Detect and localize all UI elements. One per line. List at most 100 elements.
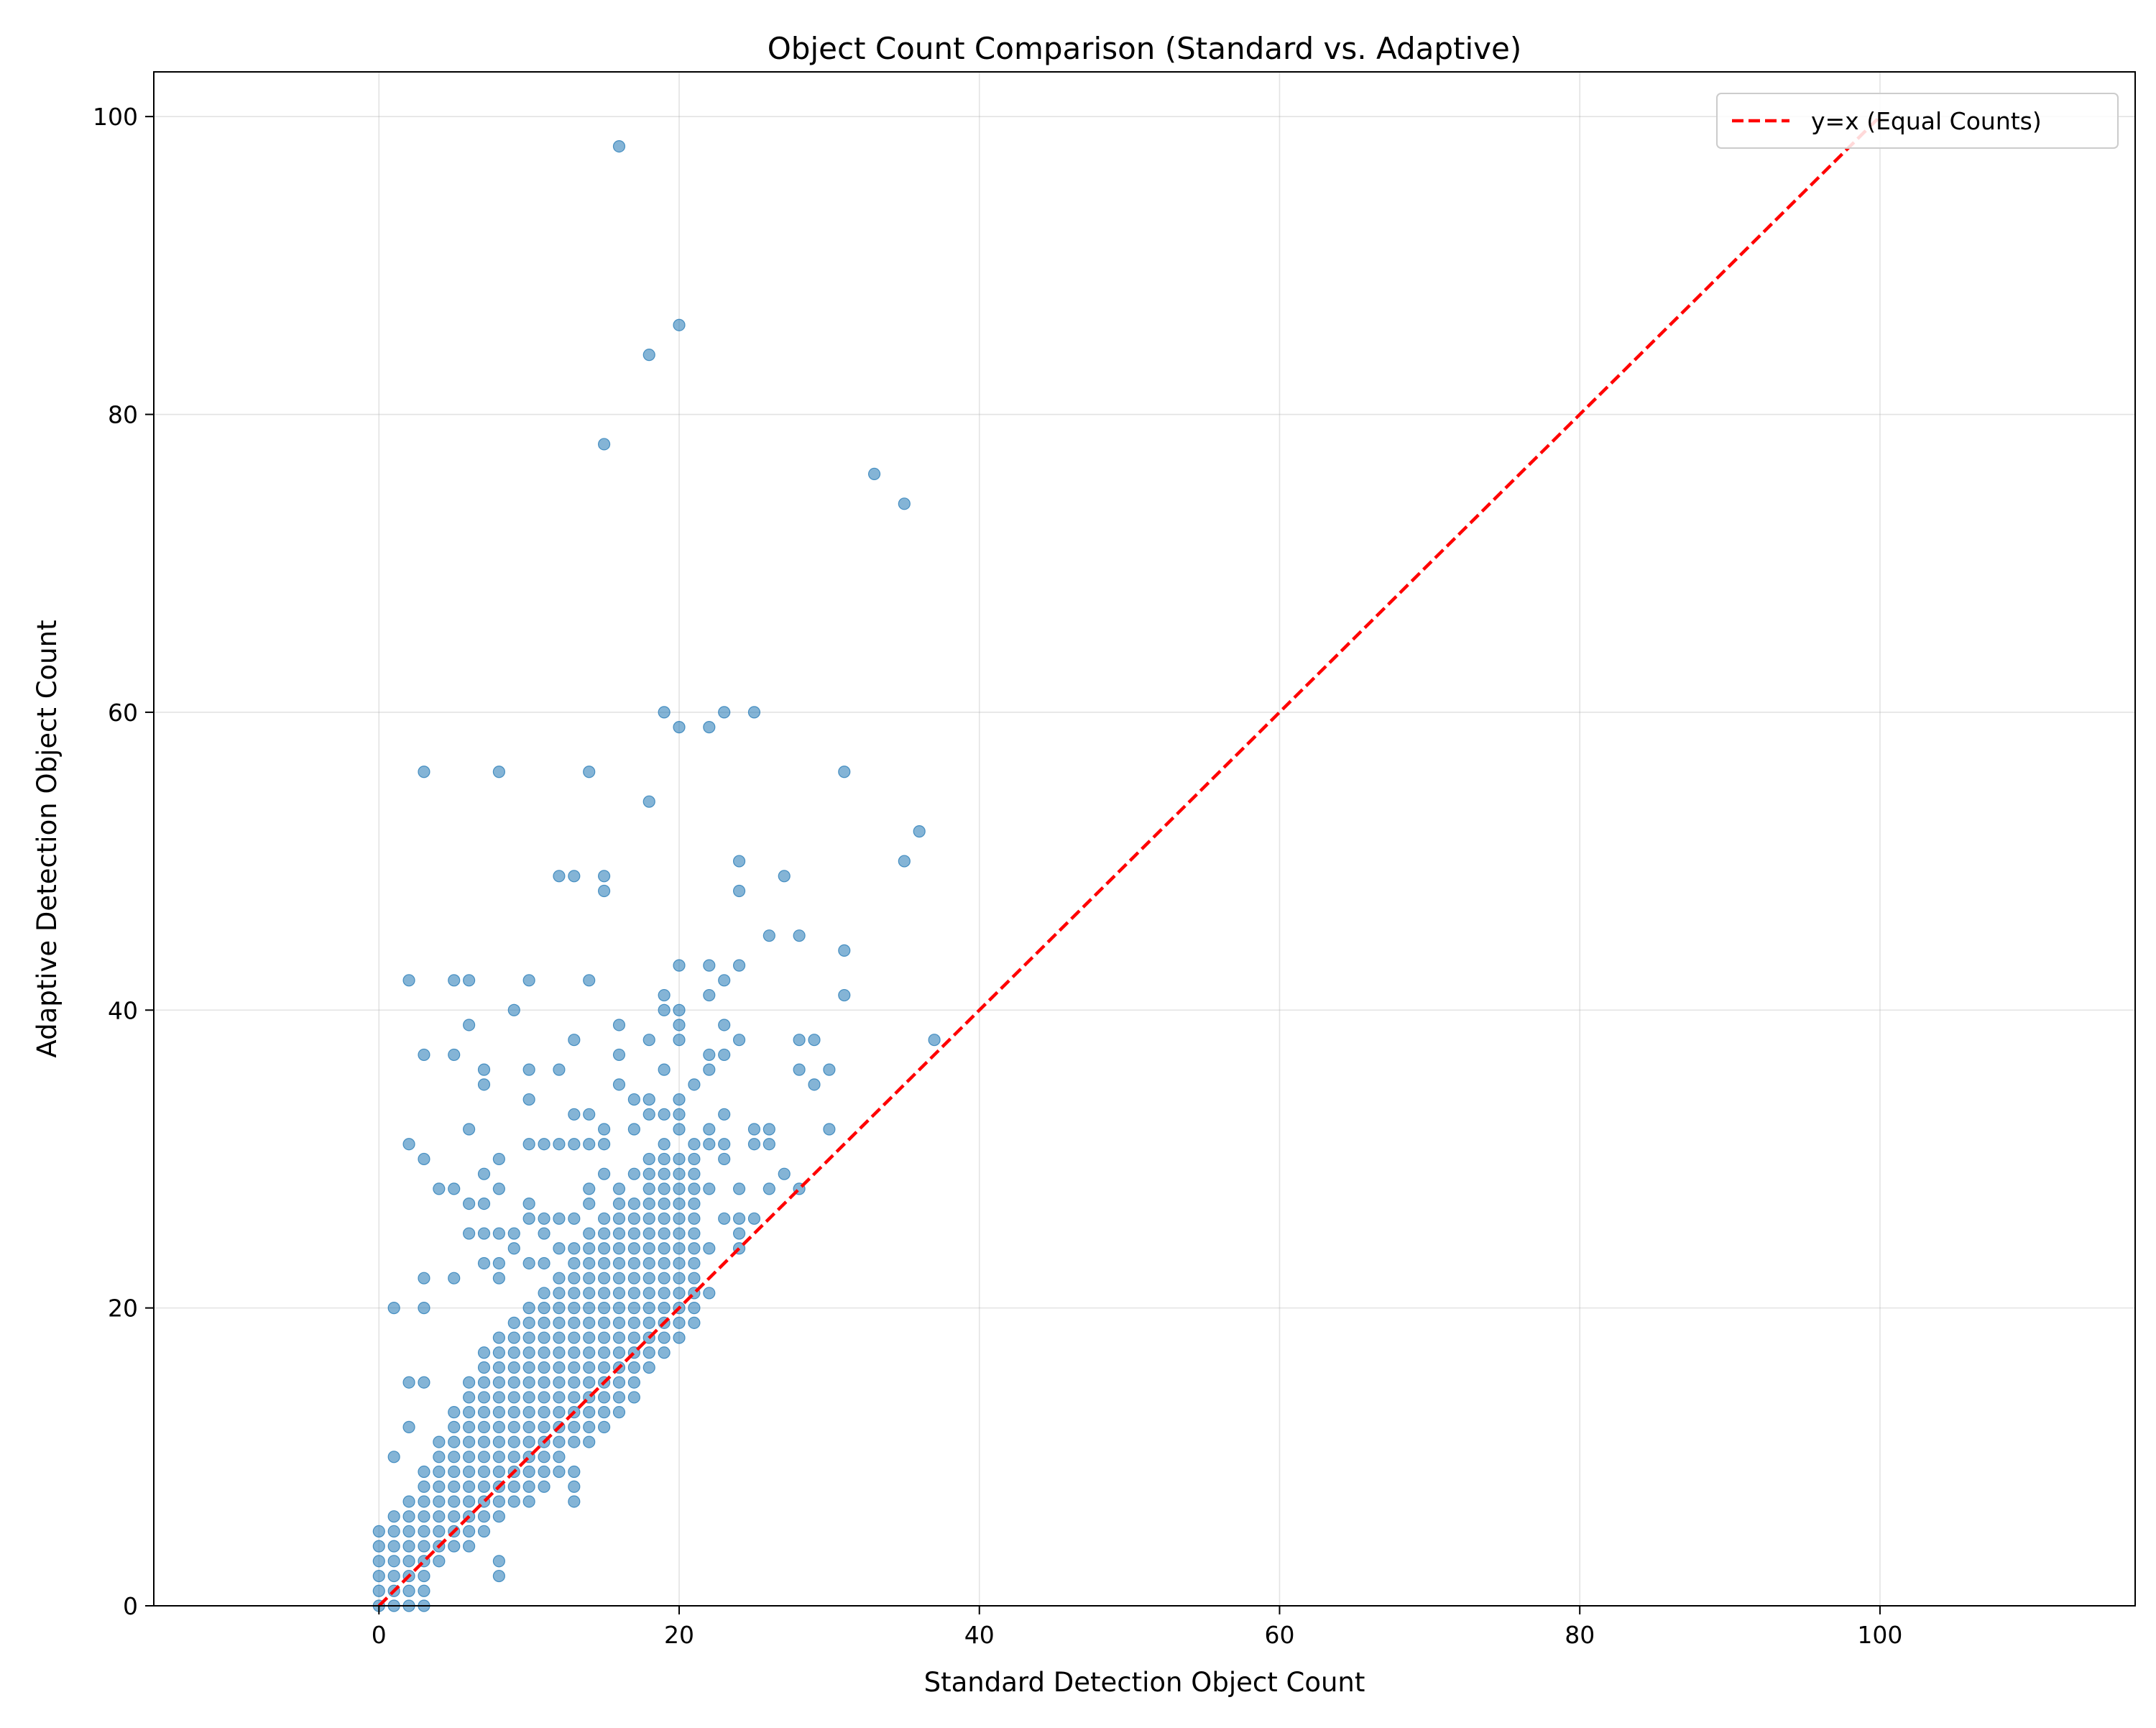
scatter-point [477, 1510, 491, 1523]
scatter-point [538, 1451, 550, 1463]
scatter-point [583, 1361, 596, 1374]
scatter-point [612, 1391, 626, 1404]
scatter-point [553, 1331, 566, 1344]
scatter-point [612, 1316, 626, 1329]
scatter-point [433, 1480, 446, 1493]
scatter-point [492, 1569, 505, 1583]
scatter-point [627, 1123, 640, 1136]
scatter-point [627, 1198, 640, 1210]
scatter-point [612, 1078, 626, 1091]
scatter-point [612, 1227, 626, 1240]
y-tick-label: 0 [123, 1592, 138, 1620]
scatter-point [898, 497, 911, 510]
scatter-point [463, 1420, 476, 1433]
scatter-point [522, 1406, 535, 1419]
scatter-point [568, 1108, 581, 1121]
scatter-point [718, 1019, 731, 1031]
scatter-point [553, 1138, 566, 1151]
scatter-point [627, 1376, 640, 1389]
scatter-point [642, 1256, 655, 1270]
scatter-point [553, 1435, 566, 1448]
scatter-point [597, 1331, 611, 1344]
scatter-point [642, 1227, 655, 1240]
scatter-point [642, 1316, 655, 1329]
scatter-point [703, 1048, 716, 1062]
scatter-point [477, 1063, 491, 1076]
scatter-point [658, 1167, 671, 1180]
x-tick-label: 80 [1565, 1621, 1595, 1649]
scatter-point [838, 988, 851, 1002]
scatter-point [418, 1495, 430, 1508]
scatter-point [522, 1198, 535, 1210]
scatter-point [703, 959, 716, 972]
scatter-point [568, 1346, 581, 1359]
scatter-point [597, 1272, 611, 1284]
scatter-point [612, 1346, 626, 1359]
scatter-point [402, 1584, 415, 1597]
scatter-point [673, 1287, 686, 1300]
scatter-point [522, 1212, 535, 1225]
scatter-point [583, 1406, 596, 1419]
chart-title: Object Count Comparison (Standard vs. Ad… [768, 31, 1522, 66]
scatter-point [658, 1212, 671, 1225]
scatter-point [402, 1525, 415, 1538]
scatter-point [597, 1242, 611, 1255]
scatter-point [463, 1495, 476, 1508]
scatter-point [688, 1242, 701, 1255]
scatter-point [808, 1078, 821, 1091]
scatter-point [568, 1138, 581, 1151]
scatter-point [538, 1138, 550, 1151]
y-tick-label: 60 [108, 699, 138, 727]
axes-frame [153, 71, 2136, 1607]
scatter-point [673, 959, 686, 972]
scatter-point [492, 1510, 505, 1523]
scatter-point [553, 1063, 566, 1076]
scatter-point [568, 870, 581, 883]
scatter-point [522, 1331, 535, 1344]
scatter-point [507, 1406, 520, 1419]
scatter-point [387, 1525, 400, 1538]
scatter-point [433, 1495, 446, 1508]
scatter-point [538, 1376, 550, 1389]
scatter-point [387, 1451, 400, 1463]
scatter-point [658, 1152, 671, 1166]
scatter-point [688, 1078, 701, 1091]
scatter-point [433, 1182, 446, 1195]
scatter-point [642, 1346, 655, 1359]
scatter-point [763, 1123, 775, 1136]
scatter-point [658, 1242, 671, 1255]
scatter-point [507, 1391, 520, 1404]
legend: y=x (Equal Counts) [1716, 93, 2119, 149]
scatter-point [658, 1287, 671, 1300]
scatter-point [612, 139, 626, 153]
scatter-point [658, 1302, 671, 1315]
scatter-point [688, 1167, 701, 1180]
scatter-point [612, 1376, 626, 1389]
scatter-point [522, 1435, 535, 1448]
scatter-point [477, 1451, 491, 1463]
scatter-point [477, 1227, 491, 1240]
scatter-point [507, 1242, 520, 1255]
scatter-point [747, 1212, 761, 1225]
scatter-point [402, 1510, 415, 1523]
scatter-point [627, 1316, 640, 1329]
y-tick-label: 80 [108, 401, 138, 429]
scatter-point [477, 1525, 491, 1538]
x-tick-label: 40 [964, 1621, 995, 1649]
scatter-point [522, 1093, 535, 1106]
scatter-point [507, 1227, 520, 1240]
scatter-point [448, 1480, 461, 1493]
scatter-point [597, 1256, 611, 1270]
scatter-point [658, 1227, 671, 1240]
scatter-point [463, 1376, 476, 1389]
scatter-point [492, 1495, 505, 1508]
scatter-point [463, 1406, 476, 1419]
scatter-point [568, 1302, 581, 1315]
scatter-point [718, 1152, 731, 1166]
scatter-point [597, 1346, 611, 1359]
scatter-point [418, 1569, 430, 1583]
scatter-point [747, 1138, 761, 1151]
scatter-point [553, 870, 566, 883]
scatter-point [612, 1198, 626, 1210]
